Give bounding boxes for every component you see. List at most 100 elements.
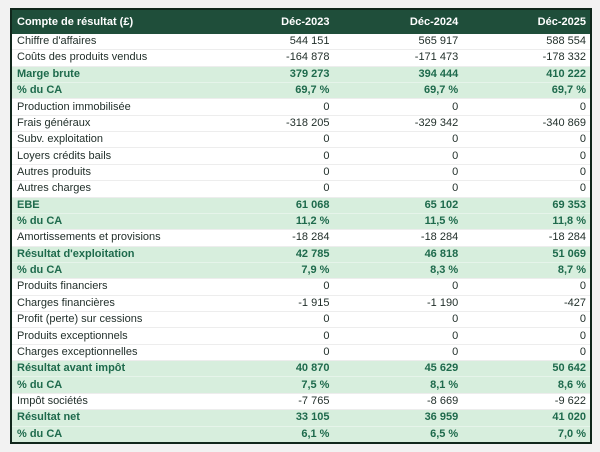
table-row: Charges financières -1 915 -1 190 -427: [11, 294, 591, 312]
cell-value: 0: [204, 311, 334, 328]
table-row: Charges exceptionnelles 0 0 0: [11, 343, 591, 361]
table-row: Produits exceptionnels 0 0 0: [11, 327, 591, 345]
header-title: Compte de résultat (£): [11, 9, 205, 34]
cell-value: -7 765: [204, 392, 334, 410]
row-label: % du CA: [11, 425, 205, 443]
cell-value: -318 205: [204, 114, 334, 132]
row-label: Production immobilisée: [11, 98, 205, 116]
header-col-dec-2025: Déc-2025: [462, 9, 591, 34]
row-label: Produits exceptionnels: [11, 327, 205, 345]
row-label: Impôt sociétés: [11, 392, 205, 410]
cell-value: 0: [462, 163, 591, 181]
row-label: EBE: [11, 196, 205, 214]
cell-value: -18 284: [204, 229, 334, 247]
cell-value: 0: [333, 311, 463, 328]
cell-value: -178 332: [462, 49, 591, 67]
cell-value: 61 068: [204, 196, 334, 214]
row-label: Loyers crédits bails: [11, 147, 205, 165]
cell-value: 0: [204, 180, 334, 197]
table-row: % du CA 69,7 % 69,7 % 69,7 %: [11, 81, 591, 99]
cell-value: 6,1 %: [204, 425, 334, 443]
table-row: Profit (perte) sur cessions 0 0 0: [11, 311, 591, 328]
cell-value: 0: [462, 311, 591, 328]
table-row: Chiffre d'affaires 544 151 565 917 588 554: [11, 34, 591, 50]
table-body: Chiffre d'affaires 544 151 565 917 588 554 C…: [11, 34, 591, 443]
table-row: Marge brute 379 273 394 444 410 222: [11, 65, 591, 83]
cell-value: 379 273: [204, 65, 334, 83]
table-row: Produits financiers 0 0 0: [11, 278, 591, 296]
cell-value: -18 284: [333, 229, 463, 247]
cell-value: 0: [462, 147, 591, 165]
cell-value: 394 444: [333, 65, 463, 83]
cell-value: 45 629: [333, 360, 463, 377]
table-row: Résultat net 33 105 36 959 41 020: [11, 409, 591, 427]
cell-value: 42 785: [204, 245, 334, 263]
table-row: Autres charges 0 0 0: [11, 180, 591, 197]
cell-value: -164 878: [204, 49, 334, 67]
cell-value: 0: [204, 98, 334, 116]
cell-value: 51 069: [462, 245, 591, 263]
cell-value: 0: [333, 98, 463, 116]
cell-value: 0: [333, 180, 463, 197]
table-row: Résultat d'exploitation 42 785 46 818 51 06…: [11, 245, 591, 263]
row-label: Résultat avant impôt: [11, 360, 205, 377]
cell-value: 0: [333, 327, 463, 345]
row-label: Subv. exploitation: [11, 131, 205, 148]
table-row: Autres produits 0 0 0: [11, 163, 591, 181]
table-row: % du CA 6,1 % 6,5 % 7,0 %: [11, 425, 591, 443]
cell-value: 544 151: [289, 35, 330, 48]
cell-value: -18 284: [462, 229, 591, 247]
table-row: EBE 61 068 65 102 69 353: [11, 196, 591, 214]
row-label: Produits financiers: [11, 278, 205, 296]
cell-value: 7,0 %: [462, 425, 591, 443]
row-label: Frais généraux: [11, 114, 205, 132]
row-label: Résultat d'exploitation: [11, 245, 205, 263]
table-row: Coûts des produits vendus -164 878 -171 47…: [11, 49, 591, 67]
table-row: % du CA 11,2 % 11,5 % 11,8 %: [11, 212, 591, 230]
cell-value: 36 959: [333, 409, 463, 427]
cell-value: 69 353: [462, 196, 591, 214]
row-label: Chiffre d'affaires: [17, 35, 97, 48]
table-header-row: Compte de résultat (£) Déc-2023 Déc-2024…: [11, 9, 591, 34]
cell-value: 0: [333, 343, 463, 361]
cell-value: -1 915: [204, 294, 334, 312]
row-label: Marge brute: [11, 65, 205, 83]
cell-value: 65 102: [333, 196, 463, 214]
cell-value: 41 020: [462, 409, 591, 427]
cell-value: 588 554: [546, 35, 586, 48]
header-col-dec-2023: Déc-2023: [204, 9, 334, 34]
table-row: Subv. exploitation 0 0 0: [11, 131, 591, 148]
row-label: % du CA: [11, 212, 205, 230]
cell-value: 11,5 %: [333, 212, 463, 230]
row-label: Résultat net: [11, 409, 205, 427]
cell-value: 0: [204, 131, 334, 148]
cell-value: 46 818: [333, 245, 463, 263]
cell-value: 0: [333, 147, 463, 165]
cell-value: 0: [204, 147, 334, 165]
cell-value: 0: [204, 343, 334, 361]
row-label: Profit (perte) sur cessions: [11, 311, 205, 328]
cell-value: 0: [462, 180, 591, 197]
cell-value: 69,7 %: [204, 81, 334, 99]
income-statement-table: Compte de résultat (£) Déc-2023 Déc-2024…: [10, 8, 592, 444]
row-label: Charges exceptionnelles: [11, 343, 205, 361]
cell-value: 8,1 %: [333, 376, 463, 394]
cell-value: -427: [462, 294, 591, 312]
cell-value: 8,7 %: [462, 261, 591, 279]
table-row: Frais généraux -318 205 -329 342 -340 869: [11, 114, 591, 132]
table-row: % du CA 7,5 % 8,1 % 8,6 %: [11, 376, 591, 394]
table-row: % du CA 7,9 % 8,3 % 8,7 %: [11, 261, 591, 279]
cell-value: 0: [204, 278, 334, 296]
cell-value: 0: [462, 327, 591, 345]
cell-value: 50 642: [462, 360, 591, 377]
cell-value: 7,5 %: [204, 376, 334, 394]
row-label: Amortissements et provisions: [11, 229, 205, 247]
row-label: Autres charges: [11, 180, 205, 197]
cell-value: 8,3 %: [333, 261, 463, 279]
row-label: % du CA: [11, 81, 205, 99]
cell-value: -1 190: [333, 294, 463, 312]
row-label: % du CA: [11, 376, 205, 394]
cell-value: 0: [462, 278, 591, 296]
cell-value: 6,5 %: [333, 425, 463, 443]
row-label: Coûts des produits vendus: [11, 49, 205, 67]
